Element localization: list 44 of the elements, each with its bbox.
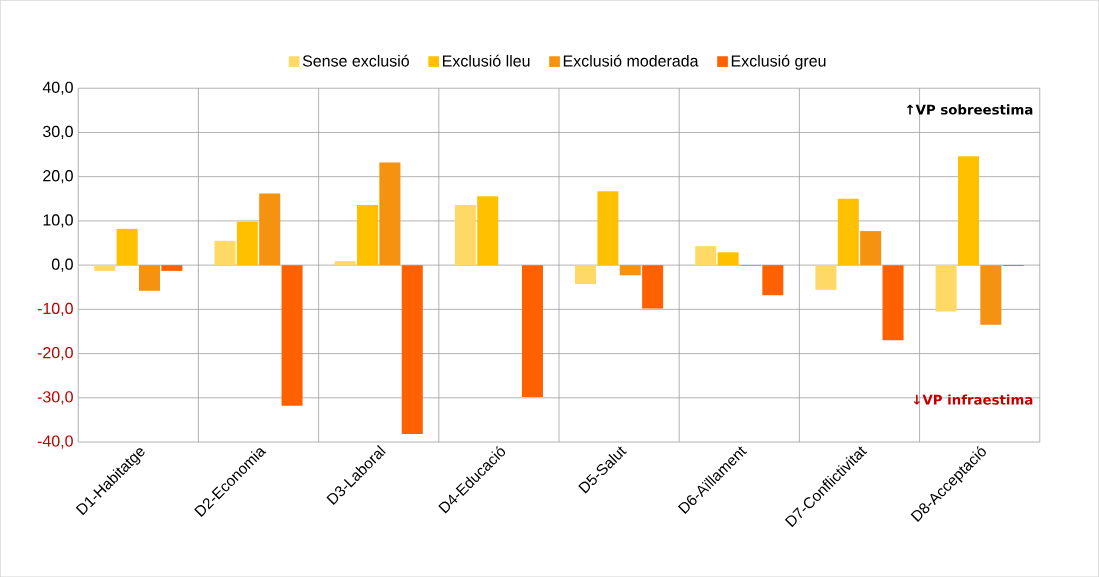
bar bbox=[259, 193, 281, 266]
bar bbox=[401, 265, 423, 434]
y-tick-label: 0,0 bbox=[51, 258, 73, 272]
bar bbox=[214, 240, 236, 266]
bar bbox=[957, 156, 980, 266]
bar bbox=[815, 265, 837, 290]
bar bbox=[379, 162, 401, 266]
bar bbox=[882, 265, 904, 341]
legend-label: Sense exclusió bbox=[302, 54, 409, 67]
bar bbox=[161, 265, 183, 271]
bar bbox=[860, 230, 882, 266]
y-tick-label: 20,0 bbox=[43, 169, 73, 184]
bar bbox=[236, 221, 258, 266]
legend-label: Exclusió greu bbox=[731, 54, 826, 70]
bar bbox=[281, 265, 303, 406]
bar bbox=[138, 265, 161, 291]
annotation: ↑VP sobreestima bbox=[907, 104, 1033, 115]
bar bbox=[935, 265, 957, 312]
y-tick-label: 40,0 bbox=[42, 81, 73, 95]
bar bbox=[521, 265, 543, 397]
y-tick-label: 30,0 bbox=[43, 125, 73, 139]
bar bbox=[597, 191, 619, 266]
bar bbox=[116, 228, 138, 266]
bar bbox=[94, 265, 116, 271]
y-tick-label: -30,0 bbox=[37, 391, 73, 405]
bar bbox=[454, 204, 476, 266]
legend-label: Exclusió moderada bbox=[563, 54, 699, 67]
bar bbox=[980, 265, 1002, 325]
bar bbox=[762, 265, 784, 296]
bar bbox=[717, 252, 739, 266]
bar bbox=[334, 261, 356, 266]
legend-label: Exclusió lleu bbox=[442, 54, 530, 67]
bar bbox=[695, 245, 717, 266]
y-tick-label: -40,0 bbox=[37, 435, 73, 449]
bar bbox=[619, 265, 641, 276]
bar bbox=[837, 198, 859, 266]
y-tick-label: -10,0 bbox=[37, 302, 73, 316]
y-tick-label: 10,0 bbox=[43, 214, 73, 228]
annotation: ↓VP infraestima bbox=[913, 394, 1033, 405]
y-tick-label: -20,0 bbox=[37, 346, 73, 361]
bar bbox=[357, 204, 379, 266]
bar bbox=[575, 265, 597, 285]
bar bbox=[477, 196, 499, 266]
bar bbox=[642, 265, 664, 309]
